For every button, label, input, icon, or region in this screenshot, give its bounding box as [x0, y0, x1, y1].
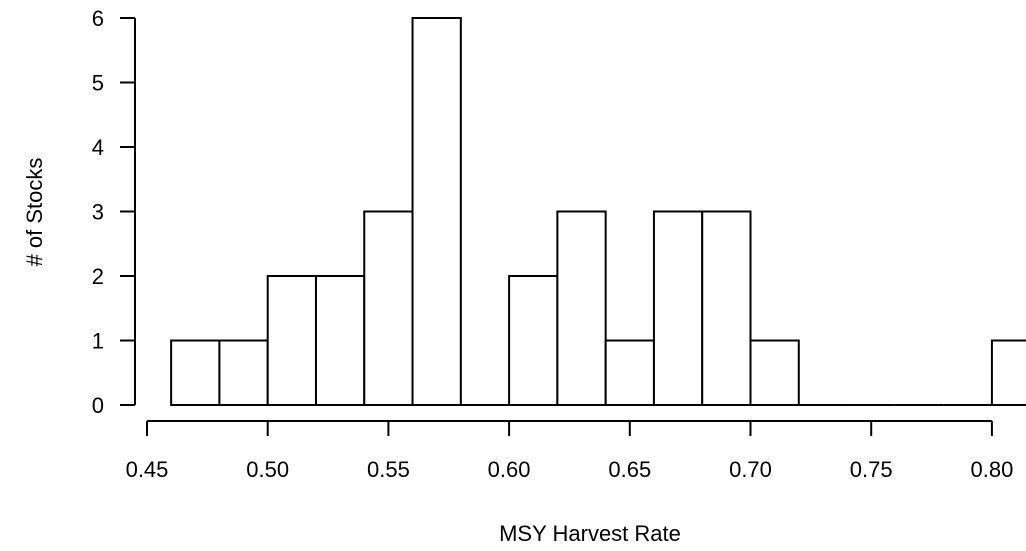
histogram-bar	[411, 17, 462, 406]
histogram-bar	[556, 210, 607, 406]
x-tick-label: 0.80	[970, 457, 1013, 482]
y-tick-label: 4	[92, 135, 104, 160]
histogram-bar	[218, 339, 269, 406]
x-tick-label: 0.60	[488, 457, 531, 482]
x-tick-label: 0.55	[367, 457, 410, 482]
histogram-bar	[749, 339, 800, 406]
histogram-bar	[701, 210, 752, 406]
y-tick-label: 5	[92, 71, 104, 96]
histogram-bar	[652, 210, 704, 406]
histogram-bars	[170, 17, 1026, 406]
y-tick-label: 2	[92, 264, 104, 289]
histogram-bar	[990, 339, 1026, 406]
y-tick-label: 1	[92, 329, 104, 354]
x-axis: 0.45 0.50 0.55 0.60 0.65 0.70 0.75 0.80	[126, 420, 1013, 482]
histogram-bar	[363, 210, 414, 406]
histogram-bar	[170, 339, 221, 406]
y-axis: 0 1 2 3 4 5 6	[92, 6, 136, 418]
x-tick-label: 0.50	[246, 457, 289, 482]
y-tick-label: 6	[92, 6, 104, 31]
x-tick-label: 0.65	[608, 457, 651, 482]
histogram-bar	[314, 275, 366, 406]
histogram-bar	[604, 339, 655, 406]
y-tick-label: 3	[92, 200, 104, 225]
y-tick-label: 0	[92, 393, 104, 418]
x-tick-label: 0.45	[126, 457, 169, 482]
histogram-bar	[266, 275, 317, 406]
histogram-bar	[508, 275, 559, 406]
x-axis-title: MSY Harvest Rate	[499, 521, 681, 546]
x-tick-label: 0.75	[850, 457, 893, 482]
x-tick-label: 0.70	[729, 457, 772, 482]
y-axis-title: # of Stocks	[22, 158, 47, 267]
